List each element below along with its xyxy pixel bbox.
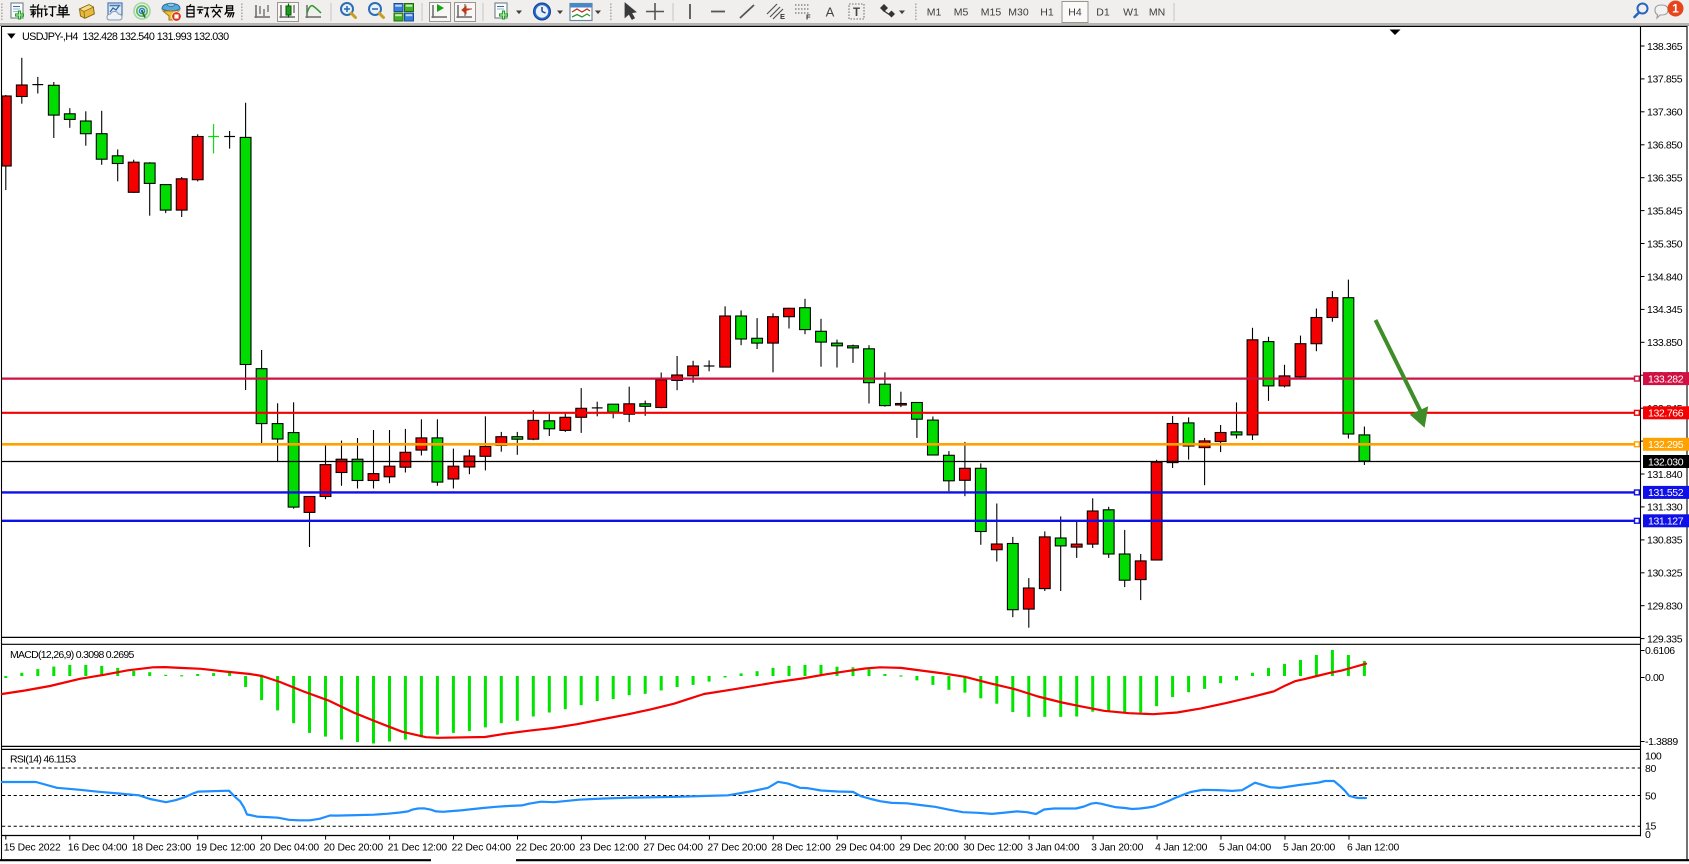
svg-text:15: 15 [1645, 820, 1656, 832]
svg-text:136.355: 136.355 [1647, 173, 1683, 185]
svg-text:RSI(14) 46.1153: RSI(14) 46.1153 [10, 754, 76, 766]
svg-text:132.030: 132.030 [1648, 456, 1684, 468]
svg-text:-1.3889: -1.3889 [1645, 736, 1678, 748]
svg-text:80: 80 [1645, 763, 1656, 775]
svg-text:100: 100 [1645, 751, 1662, 763]
svg-text:137.855: 137.855 [1647, 74, 1683, 86]
svg-text:M15: M15 [981, 7, 1002, 19]
svg-text:20 Dec 20:00: 20 Dec 20:00 [324, 843, 384, 854]
svg-text:132.766: 132.766 [1648, 408, 1684, 420]
svg-text:F: F [806, 13, 811, 22]
svg-text:134.345: 134.345 [1647, 304, 1683, 316]
svg-text:130.835: 130.835 [1647, 535, 1683, 547]
svg-text:50: 50 [1645, 791, 1656, 803]
svg-text:131.127: 131.127 [1648, 516, 1684, 528]
svg-text:USDJPY-,H4 132.428 132.540 13: USDJPY-,H4 132.428 132.540 131.993 132.0… [22, 31, 229, 43]
svg-text:136.850: 136.850 [1647, 140, 1683, 152]
svg-text:129.335: 129.335 [1647, 633, 1683, 645]
svg-text:M5: M5 [954, 7, 969, 19]
svg-text:3 Jan 20:00: 3 Jan 20:00 [1091, 843, 1144, 854]
svg-text:22 Dec 04:00: 22 Dec 04:00 [452, 843, 512, 854]
svg-text:130.325: 130.325 [1647, 568, 1683, 580]
svg-text:131.552: 131.552 [1648, 487, 1684, 499]
svg-text:1: 1 [1672, 2, 1679, 16]
svg-text:A: A [826, 5, 835, 20]
svg-text:133.850: 133.850 [1647, 337, 1683, 349]
svg-text:135.845: 135.845 [1647, 205, 1683, 217]
svg-text:135.350: 135.350 [1647, 238, 1683, 250]
svg-text:138.365: 138.365 [1647, 41, 1683, 53]
svg-text:H1: H1 [1040, 7, 1054, 19]
svg-text:5 Jan 20:00: 5 Jan 20:00 [1283, 843, 1336, 854]
svg-text:22 Dec 20:00: 22 Dec 20:00 [516, 843, 576, 854]
svg-text:132.295: 132.295 [1648, 439, 1684, 451]
svg-text:5 Jan 04:00: 5 Jan 04:00 [1219, 843, 1272, 854]
svg-text:19 Dec 12:00: 19 Dec 12:00 [196, 843, 256, 854]
svg-text:H4: H4 [1068, 7, 1082, 19]
svg-text:15 Dec 2022: 15 Dec 2022 [4, 843, 61, 854]
svg-text:29 Dec 20:00: 29 Dec 20:00 [899, 843, 959, 854]
svg-text:0: 0 [1645, 829, 1651, 841]
svg-text:23 Dec 12:00: 23 Dec 12:00 [579, 843, 639, 854]
svg-text:27 Dec 20:00: 27 Dec 20:00 [707, 843, 767, 854]
svg-text:131.840: 131.840 [1647, 469, 1683, 481]
svg-text:MACD(12,26,9) 0.3098 0.2695: MACD(12,26,9) 0.3098 0.2695 [10, 649, 134, 661]
svg-text:M30: M30 [1008, 7, 1029, 19]
svg-text:0.6106: 0.6106 [1645, 645, 1675, 657]
svg-text:30 Dec 12:00: 30 Dec 12:00 [963, 843, 1023, 854]
svg-text:M1: M1 [927, 7, 942, 19]
svg-text:129.830: 129.830 [1647, 601, 1683, 613]
svg-text:0.00: 0.00 [1645, 672, 1664, 684]
svg-text:MN: MN [1149, 7, 1165, 19]
svg-text:21 Dec 12:00: 21 Dec 12:00 [388, 843, 448, 854]
svg-text:16 Dec 04:00: 16 Dec 04:00 [68, 843, 128, 854]
svg-text:E: E [780, 12, 785, 21]
svg-text:134.840: 134.840 [1647, 271, 1683, 283]
svg-text:28 Dec 12:00: 28 Dec 12:00 [771, 843, 831, 854]
svg-text:3 Jan 04:00: 3 Jan 04:00 [1027, 843, 1080, 854]
svg-text:6 Jan 12:00: 6 Jan 12:00 [1347, 843, 1400, 854]
svg-text:T: T [853, 7, 860, 19]
svg-text:131.330: 131.330 [1647, 502, 1683, 514]
svg-text:D1: D1 [1096, 7, 1110, 19]
svg-text:20 Dec 04:00: 20 Dec 04:00 [260, 843, 320, 854]
svg-text:W1: W1 [1123, 7, 1139, 19]
svg-text:27 Dec 04:00: 27 Dec 04:00 [643, 843, 703, 854]
svg-text:4 Jan 12:00: 4 Jan 12:00 [1155, 843, 1208, 854]
svg-text:18 Dec 23:00: 18 Dec 23:00 [132, 843, 192, 854]
svg-text:137.360: 137.360 [1647, 107, 1683, 119]
svg-text:29 Dec 04:00: 29 Dec 04:00 [835, 843, 895, 854]
svg-text:133.282: 133.282 [1648, 373, 1684, 385]
